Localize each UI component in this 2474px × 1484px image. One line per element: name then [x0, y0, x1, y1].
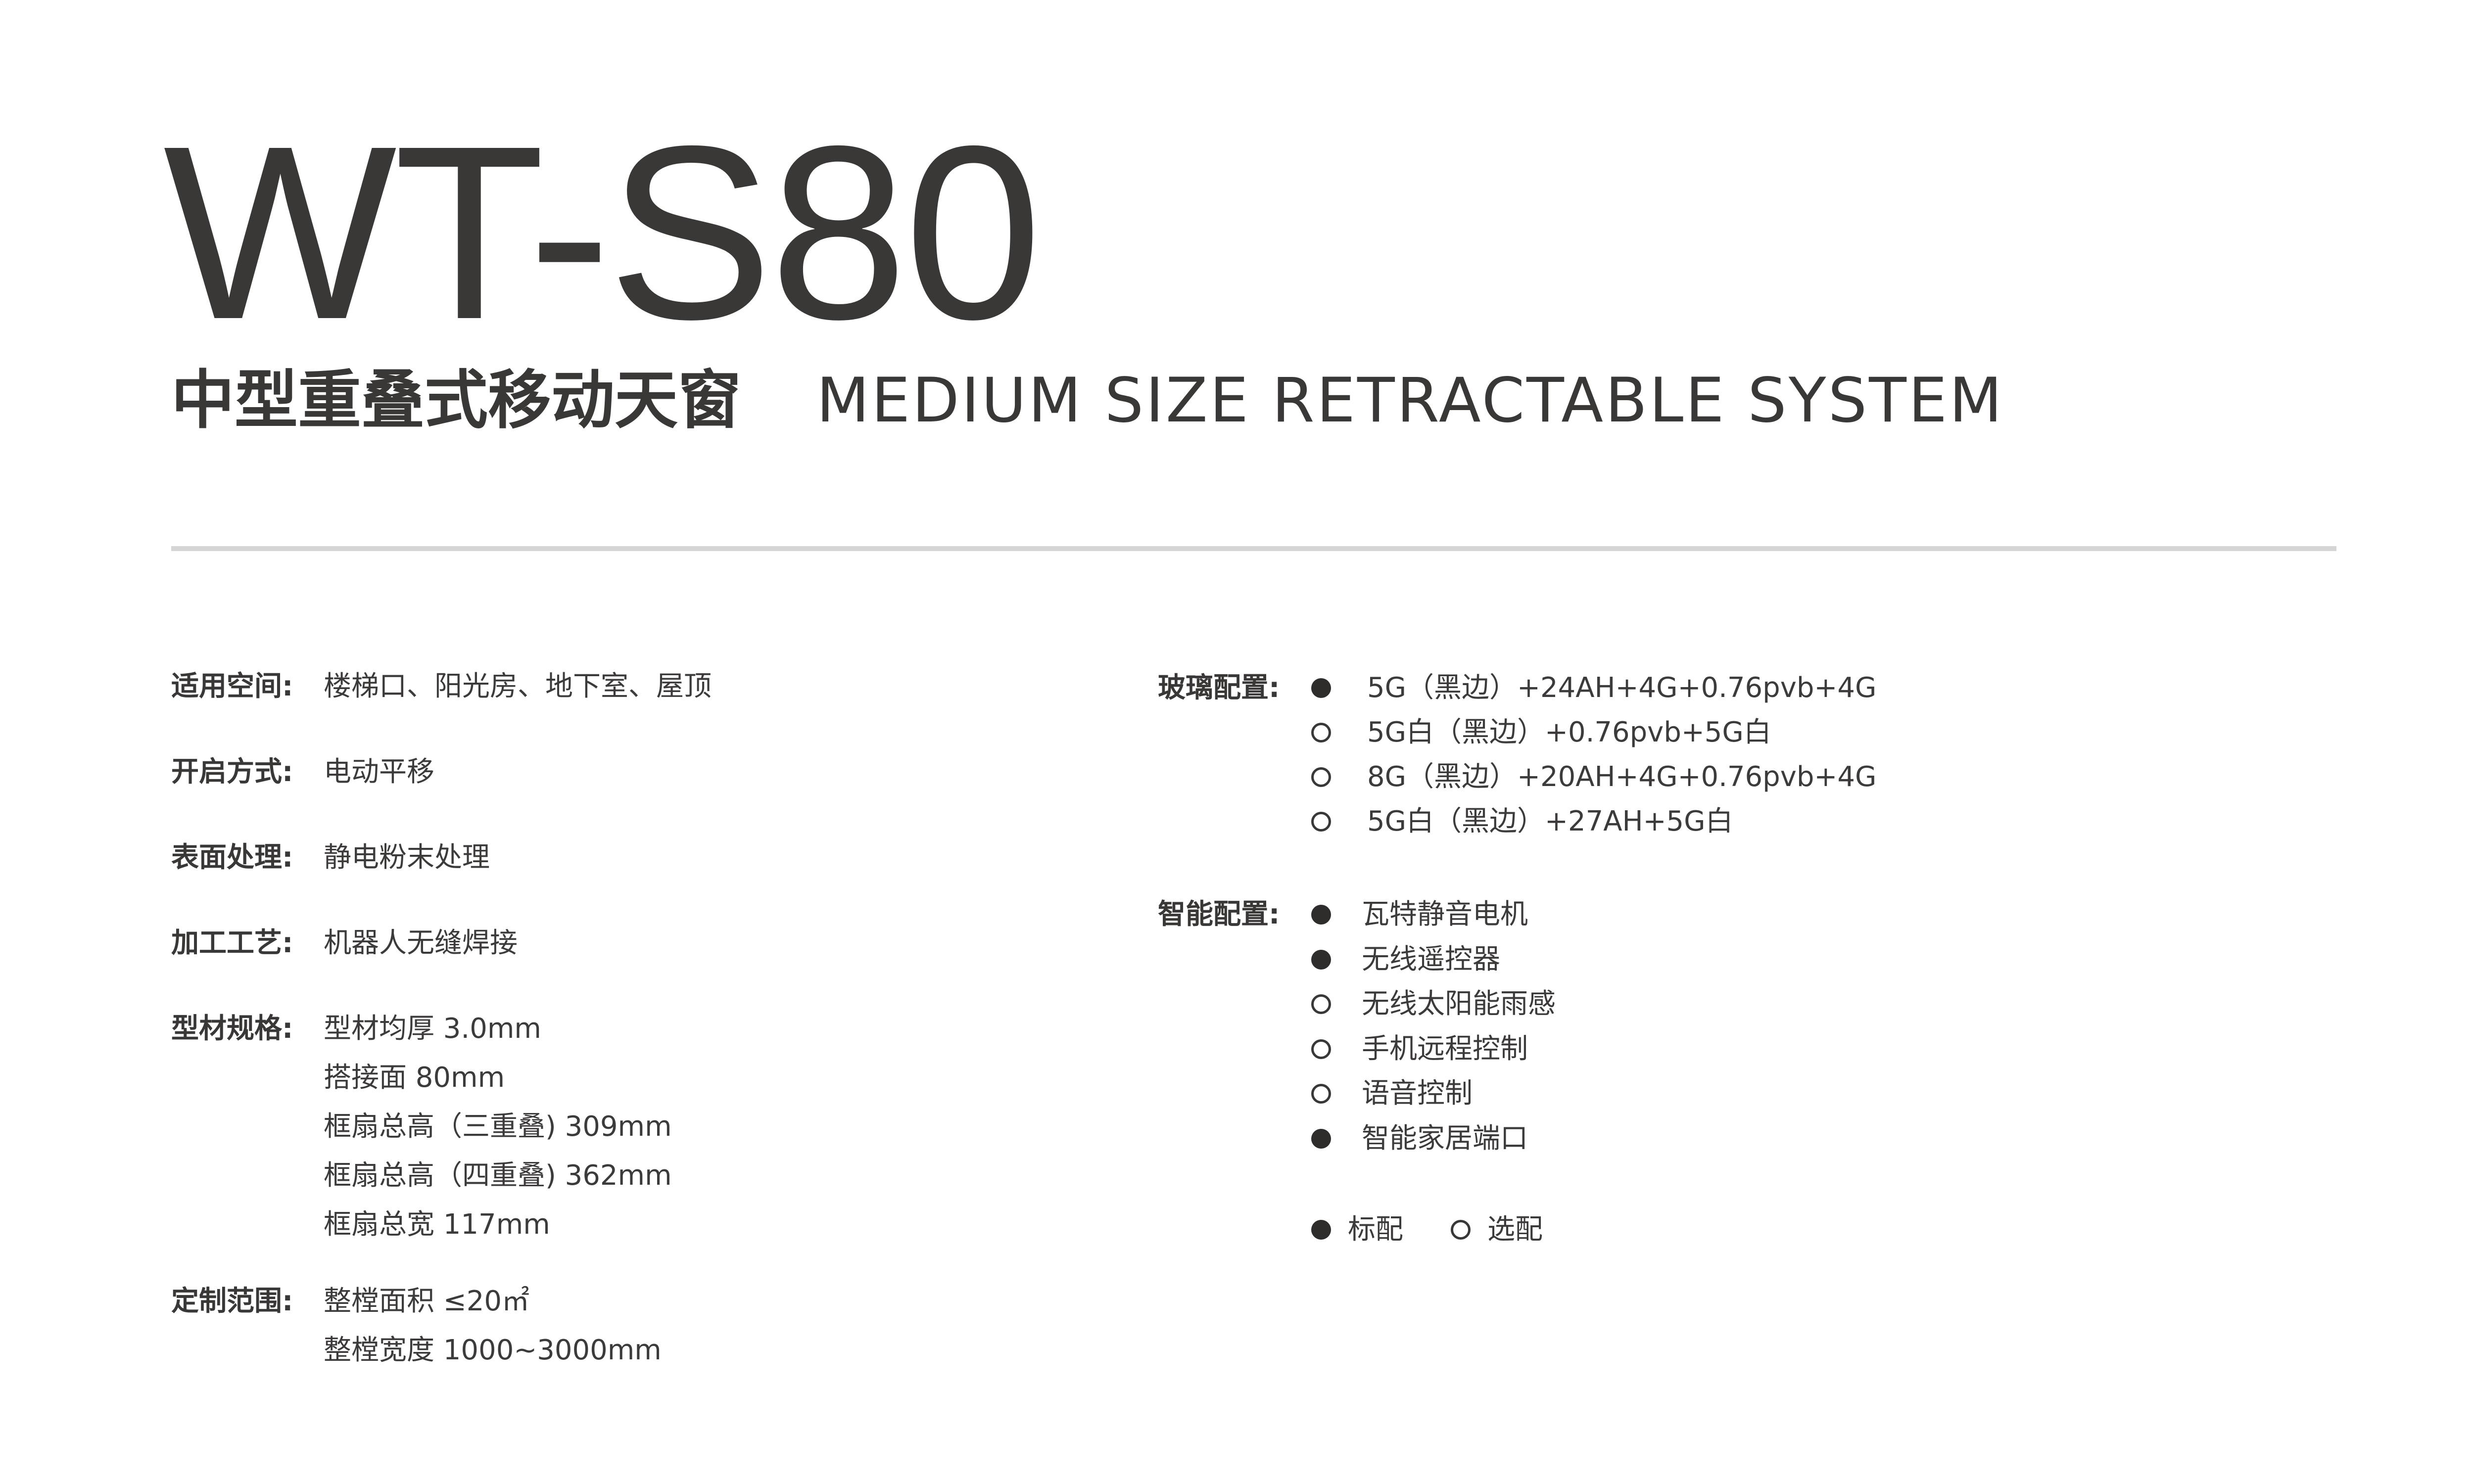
- glass-option: 5G白（黑边）+0.76pvb+5G白: [1367, 716, 1771, 748]
- hollow-bullet-icon: [1311, 994, 1331, 1014]
- spec-value: 搭接面 80mm: [324, 1062, 505, 1094]
- hollow-bullet-icon: [1311, 723, 1331, 742]
- spec-label: 型材规格:: [171, 1013, 293, 1045]
- spec-value: 静电粉末处理: [324, 841, 490, 874]
- spec-value: 框扇总高（四重叠) 362mm: [324, 1159, 672, 1192]
- subtitle-chinese: 中型重叠式移动天窗: [171, 364, 742, 437]
- spec-label: 适用空间:: [171, 670, 293, 702]
- filled-bullet-icon: [1311, 949, 1331, 970]
- glass-option: 8G（黑边）+20AH+4G+0.76pvb+4G: [1367, 761, 1877, 793]
- glass-config-label: 玻璃配置:: [1158, 672, 1280, 704]
- legend-standard: 标配: [1348, 1213, 1403, 1246]
- smart-option: 瓦特静音电机: [1362, 898, 1528, 930]
- spec-value: 型材均厚 3.0mm: [324, 1013, 541, 1045]
- spec-value: 电动平移: [324, 756, 434, 788]
- smart-option: 无线太阳能雨感: [1362, 988, 1556, 1020]
- filled-bullet-icon: [1311, 1128, 1331, 1149]
- spec-label: 表面处理:: [171, 841, 293, 874]
- model-title: WT-S80: [163, 94, 1042, 371]
- spec-label: 定制范围:: [171, 1285, 293, 1317]
- hollow-bullet-icon: [1451, 1220, 1471, 1240]
- filled-bullet-icon: [1311, 678, 1331, 698]
- filled-bullet-icon: [1311, 1220, 1331, 1240]
- spec-label: 开启方式:: [171, 756, 293, 788]
- subtitle-english: MEDIUM SIZE RETRACTABLE SYSTEM: [816, 365, 2004, 436]
- smart-option: 手机远程控制: [1362, 1032, 1528, 1065]
- hollow-bullet-icon: [1311, 767, 1331, 787]
- hollow-bullet-icon: [1311, 1084, 1331, 1104]
- divider: [171, 546, 2336, 551]
- legend-optional: 选配: [1487, 1213, 1543, 1246]
- spec-value: 楼梯口、阳光房、地下室、屋顶: [324, 670, 712, 702]
- smart-option: 无线遥控器: [1362, 943, 1500, 975]
- hollow-bullet-icon: [1311, 1039, 1331, 1059]
- smart-config-label: 智能配置:: [1158, 898, 1280, 930]
- spec-value: 整樘宽度 1000~3000mm: [324, 1334, 662, 1366]
- spec-value: 整樘面积 ≤20㎡: [324, 1285, 529, 1317]
- hollow-bullet-icon: [1311, 812, 1331, 832]
- spec-value: 框扇总高（三重叠) 309mm: [324, 1111, 672, 1143]
- smart-option: 智能家居端口: [1362, 1122, 1528, 1155]
- smart-option: 语音控制: [1362, 1077, 1473, 1110]
- spec-value: 框扇总宽 117mm: [324, 1208, 550, 1241]
- glass-option: 5G（黑边）+24AH+4G+0.76pvb+4G: [1367, 672, 1877, 704]
- spec-label: 加工工艺:: [171, 927, 293, 959]
- glass-option: 5G白（黑边）+27AH+5G白: [1367, 805, 1733, 837]
- filled-bullet-icon: [1311, 905, 1331, 925]
- spec-value: 机器人无缝焊接: [324, 927, 518, 959]
